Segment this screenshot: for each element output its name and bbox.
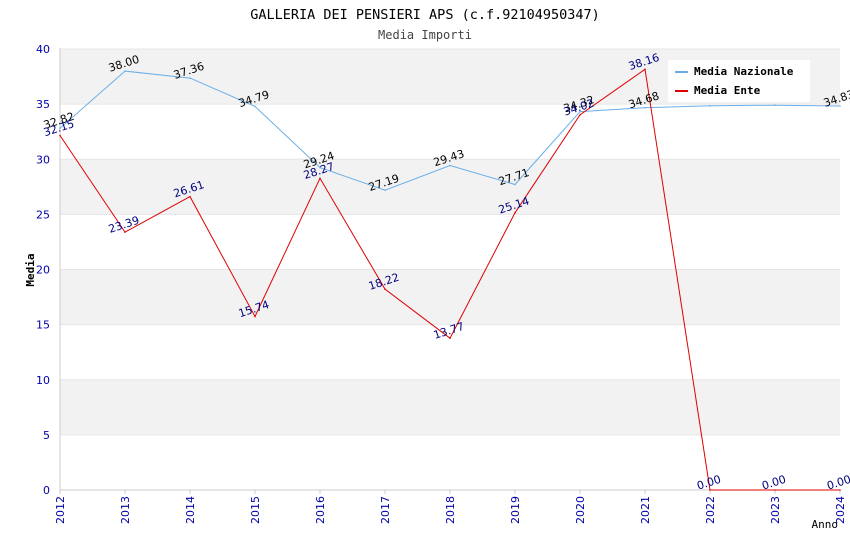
point-media-ente-2015 (254, 315, 256, 318)
band-20 (60, 269, 840, 325)
point-media-ente-2023 (774, 489, 776, 491)
chart-subtitle: Media Importi (378, 28, 472, 42)
y-tick-label: 10 (36, 374, 50, 387)
x-tick-label-2017: 2017 (379, 496, 392, 524)
point-media-ente-2021 (644, 68, 646, 71)
point-media-ente-2012 (59, 134, 61, 137)
data-label-media-ente-2013: 23.39 (107, 214, 141, 236)
legend-label-media-ente: Media Ente (694, 84, 761, 97)
legend-label-media-nazionale: Media Nazionale (694, 65, 794, 78)
point-media-nazionale-2019 (514, 183, 516, 186)
point-media-ente-2024 (839, 489, 841, 491)
x-tick-label-2023: 2023 (769, 496, 782, 524)
point-media-ente-2018 (449, 337, 451, 339)
point-media-nazionale-2023 (774, 104, 776, 107)
x-tick-label-2012: 2012 (54, 496, 67, 524)
x-tick-label-2015: 2015 (249, 496, 262, 524)
chart-title: GALLERIA DEI PENSIERI APS (c.f.921049503… (250, 7, 600, 23)
x-tick-label-2016: 2016 (314, 496, 327, 524)
point-media-nazionale-2015 (254, 105, 256, 108)
point-media-ente-2017 (384, 288, 386, 290)
series-media-nazionale (59, 70, 841, 192)
legend: Media Nazionale Media Ente (668, 60, 810, 102)
gridlines (60, 48, 840, 491)
point-media-nazionale-2018 (449, 164, 451, 167)
point-media-ente-2016 (319, 177, 321, 180)
x-tick-label-2022: 2022 (704, 496, 717, 524)
point-media-ente-2022 (709, 489, 711, 491)
point-media-nazionale-2013 (124, 70, 126, 72)
point-media-ente-2020 (579, 114, 581, 116)
y-tick-label: 15 (36, 319, 50, 332)
x-tick-label-2024: 2024 (834, 496, 847, 524)
x-tick-label-2021: 2021 (639, 496, 652, 524)
y-tick-label: 5 (43, 429, 50, 442)
x-tick-label-2020: 2020 (574, 496, 587, 524)
point-media-nazionale-2012 (59, 127, 61, 129)
point-media-nazionale-2014 (189, 77, 191, 79)
y-tick-labels: 0 5 10 15 20 25 30 35 40 (36, 43, 50, 497)
legend-box (668, 60, 810, 102)
data-label-media-ente-2024: 0.00 (825, 473, 850, 493)
y-tick-label: 35 (36, 98, 50, 111)
point-media-nazionale-2016 (319, 166, 321, 169)
y-axis-label: Media (24, 253, 37, 286)
point-media-nazionale-2017 (384, 189, 386, 192)
point-media-nazionale-2021 (644, 106, 646, 109)
point-media-nazionale-2024 (839, 105, 841, 107)
point-media-ente-2019 (514, 212, 516, 214)
y-tick-label: 25 (36, 208, 50, 221)
point-media-ente-2014 (189, 195, 191, 198)
x-tick-label-2019: 2019 (509, 496, 522, 524)
x-tick-label-2018: 2018 (444, 496, 457, 524)
band-30 (60, 159, 840, 215)
y-tick-label: 40 (36, 43, 50, 56)
point-media-nazionale-2020 (579, 110, 581, 113)
y-tick-label: 20 (36, 264, 50, 277)
y-tick-label: 30 (36, 153, 50, 166)
y-tick-label: 0 (43, 484, 50, 497)
series-media-ente (59, 68, 841, 491)
point-media-ente-2013 (124, 231, 126, 233)
band-10 (60, 379, 840, 435)
x-tick-label-2014: 2014 (184, 496, 197, 524)
x-tick-label-2013: 2013 (119, 496, 132, 524)
background-bands (60, 49, 840, 435)
point-media-nazionale-2022 (709, 104, 711, 107)
x-axis-label: Anno (812, 518, 839, 531)
x-tick-labels: 2012 2013 2014 2015 2016 2017 2018 2019 2020 2021… (54, 490, 847, 524)
